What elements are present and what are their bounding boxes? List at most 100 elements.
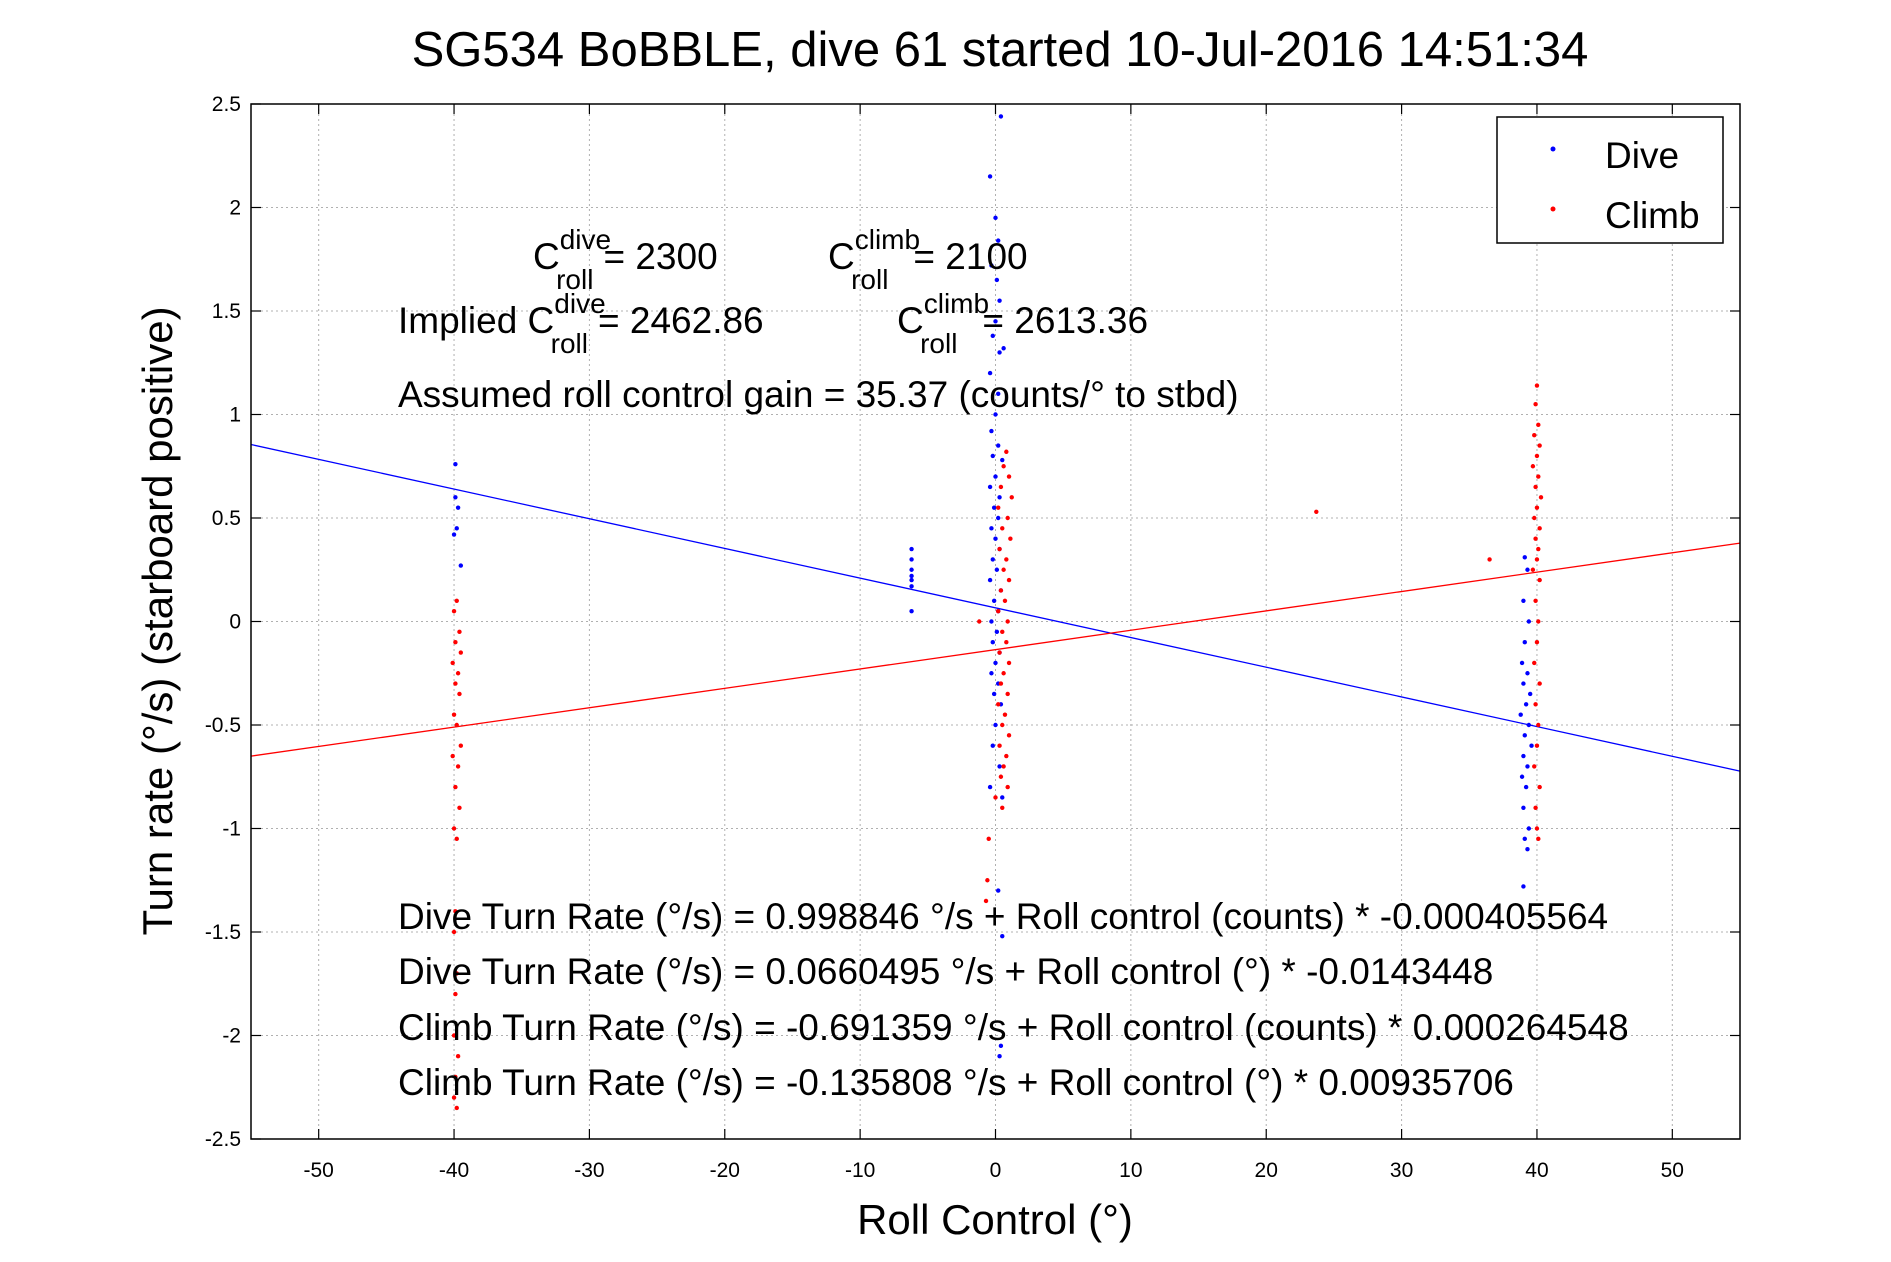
climb-point (1530, 567, 1536, 572)
dive-point (991, 505, 997, 510)
dive-point (909, 584, 914, 589)
dive-point (991, 691, 997, 697)
climb-point (1005, 515, 1010, 521)
climb-point (1534, 453, 1540, 459)
climb-point (1006, 577, 1012, 583)
dive-point (1521, 598, 1526, 603)
climb-point (1533, 484, 1538, 490)
climb-point (454, 598, 459, 603)
dive-point (458, 563, 464, 568)
dive-fit-line (250, 443, 1741, 772)
climb-point (993, 795, 998, 800)
implied-climb-annotation: Cclimb roll = 2613.36 (897, 288, 1148, 359)
dive-point (1521, 681, 1526, 686)
climb-point (1000, 805, 1005, 810)
y-tick-label: -2.5 (205, 1128, 241, 1151)
dive-point (455, 505, 461, 510)
climb-point (996, 608, 1001, 614)
climb-point (1006, 660, 1012, 666)
data-points (450, 114, 1544, 1111)
dive-point (453, 495, 458, 500)
implied-climb-symbol: C (897, 300, 924, 341)
climb-point (1314, 509, 1319, 514)
dive-point (1525, 671, 1530, 676)
c-roll-climb-annotation: Cclimb roll = 2100 (828, 224, 1028, 295)
climb-point (1534, 743, 1540, 748)
dive-point (1000, 795, 1005, 800)
climb-point (1538, 495, 1544, 500)
dive-point (997, 350, 1002, 355)
fit-annotation-3: Climb Turn Rate (°/s) = -0.691359 °/s + … (398, 1007, 1629, 1048)
climb-point (1004, 640, 1009, 645)
dive-point (1526, 619, 1532, 624)
y-tick-label: 0 (229, 611, 241, 634)
climb-point (998, 588, 1004, 593)
dive-point (993, 412, 998, 417)
dive-point (994, 277, 1000, 283)
climb-point (1004, 557, 1009, 562)
legend-climb-label: Climb (1605, 195, 1700, 236)
dive-point (909, 577, 914, 583)
dive-point (996, 888, 1001, 893)
climb-point (1001, 464, 1006, 469)
climb-point (454, 836, 459, 842)
climb-point (1009, 495, 1014, 500)
c-roll-climb-sub: roll (851, 264, 888, 295)
dive-point (997, 298, 1002, 303)
climb-point (1533, 702, 1538, 707)
climb-point (1537, 681, 1542, 686)
climb-point (1005, 784, 1010, 790)
fit-lines (250, 443, 1741, 772)
dive-point (454, 526, 459, 531)
y-tick-label: -1 (222, 818, 241, 841)
climb-point (454, 971, 459, 976)
gain-annotation: Assumed roll control gain = 35.37 (count… (398, 374, 1239, 415)
implied-climb-sup: climb (924, 288, 989, 319)
dive-point (997, 1054, 1002, 1059)
climb-point (998, 681, 1004, 686)
climb-point (1536, 836, 1541, 842)
dive-point (998, 114, 1004, 119)
dive-point (1527, 691, 1533, 697)
climb-point (1533, 805, 1538, 810)
dive-point (1526, 722, 1532, 728)
dive-point (1519, 660, 1525, 666)
fit-annotation-4: Climb Turn Rate (°/s) = -0.135808 °/s + … (398, 1062, 1514, 1103)
dive-point (993, 474, 998, 479)
climb-point (453, 1074, 458, 1080)
y-axis-label: Turn rate (°/s) (starboard positive) (134, 306, 181, 935)
dive-point (909, 546, 914, 552)
x-tick-label: 50 (1661, 1159, 1684, 1182)
dive-point (909, 573, 914, 579)
legend-box (1496, 116, 1724, 244)
dive-point (996, 391, 1001, 396)
dive-point (1522, 640, 1527, 645)
y-tick-label: 1 (229, 404, 241, 427)
climb-point (1534, 383, 1540, 388)
climb-point (1536, 619, 1541, 624)
y-tick-label: 0.5 (212, 507, 241, 530)
tick-labels: -50 -40 -30 -20 -10 0 10 20 30 40 50 2.5 2 1.5 1 0.5 0 -0… (205, 93, 1684, 1182)
dive-point (994, 629, 1000, 635)
dive-point (991, 598, 997, 603)
x-tick-label: 30 (1390, 1159, 1413, 1182)
climb-point (1002, 712, 1008, 717)
climb-point (1537, 443, 1542, 448)
climb-point (1537, 784, 1542, 790)
climb-point (451, 1033, 457, 1038)
dive-point (990, 333, 995, 339)
climb-point (1004, 449, 1009, 454)
dive-point (993, 215, 998, 221)
climb-fit-line (250, 542, 1741, 757)
climb-point (1006, 733, 1012, 738)
climb-point (996, 505, 1001, 510)
climb-point (1533, 401, 1538, 407)
climb-point (1534, 557, 1540, 562)
dive-point (997, 495, 1002, 500)
implied-climb-value: = 2613.36 (982, 300, 1148, 341)
dive-point (1521, 805, 1526, 810)
x-tick-label: -50 (304, 1159, 334, 1182)
climb-point (1537, 577, 1542, 583)
x-tick-label: 0 (990, 1159, 1002, 1182)
